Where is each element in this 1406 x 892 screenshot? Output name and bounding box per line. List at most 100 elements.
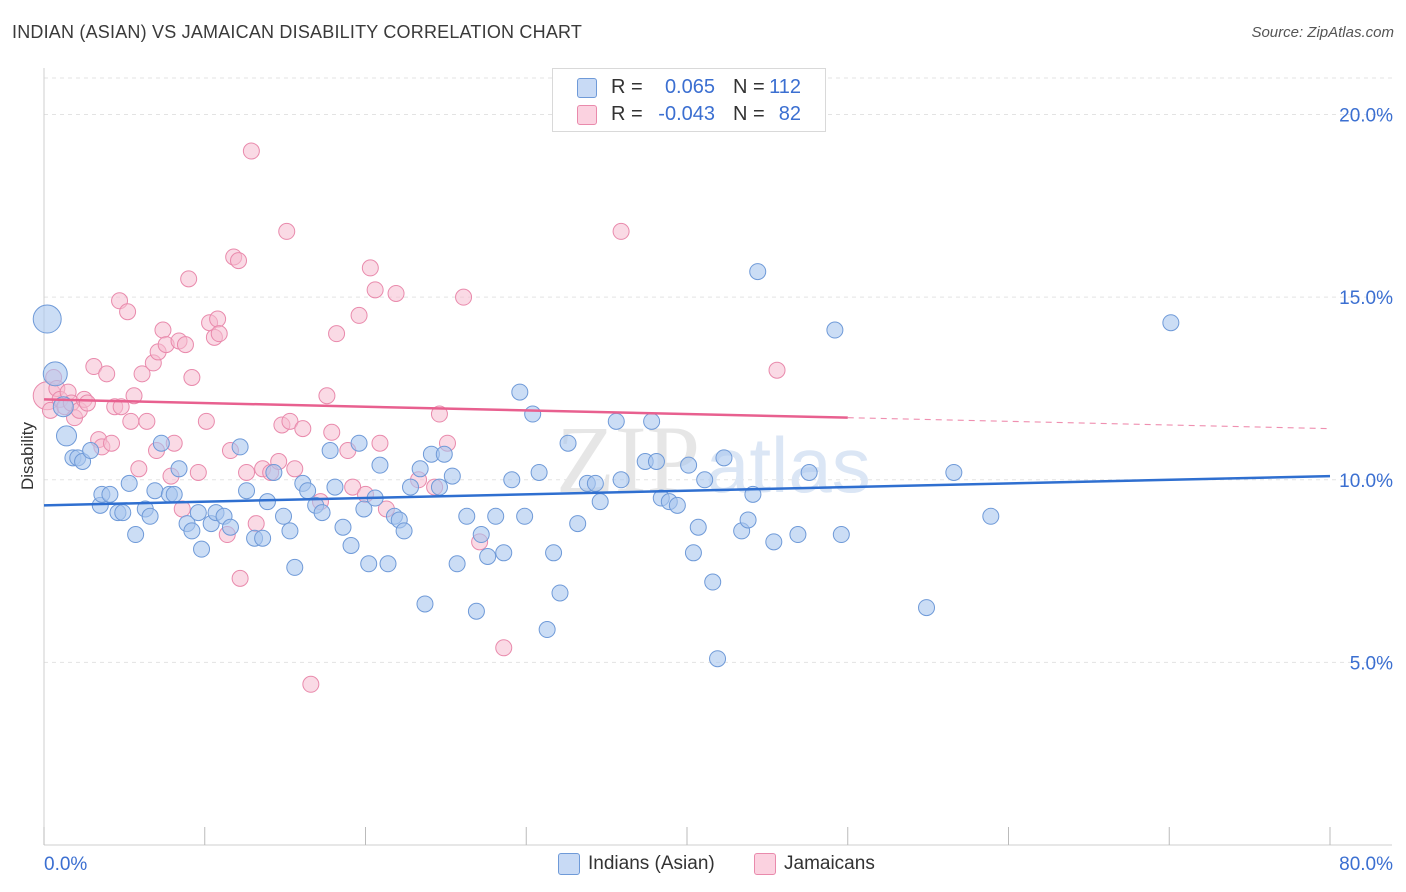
jamaicans-trend-line: [43, 398, 848, 419]
indians-asian-point: [538, 621, 556, 639]
indians-asian-point: [503, 471, 521, 489]
jamaicans-point: [350, 306, 368, 324]
legend-row-jamaicans: R = -0.043 N = 82: [553, 100, 825, 128]
jamaicans-point: [247, 515, 265, 533]
jamaicans-point: [133, 365, 151, 383]
indians-asian-point: [258, 493, 276, 511]
jamaicans-point: [612, 222, 630, 240]
indians-asian-point: [379, 555, 397, 573]
y-tick-label: 15.0%: [1339, 288, 1393, 309]
jamaicans-point: [430, 405, 448, 423]
indians-asian-point: [350, 434, 368, 452]
series-legend: Indians (Asian) Jamaicans: [0, 852, 1406, 878]
jamaicans-point: [328, 325, 346, 343]
indians-asian-point: [326, 478, 344, 496]
indians-asian-point: [715, 449, 733, 467]
jamaicans-point: [210, 325, 228, 343]
jamaicans-point: [387, 284, 405, 302]
indians-asian-point: [170, 460, 188, 478]
indians-asian-point: [739, 511, 757, 529]
indians-asian-point: [945, 463, 963, 481]
indians-asian-point: [32, 304, 62, 334]
indians-asian-point: [516, 507, 534, 525]
indians-asian-point: [800, 463, 818, 481]
tick-labels: 5.0% 10.0% 15.0% 20.0% 0.0% 80.0%: [44, 106, 1393, 875]
series-label-jamaicans: Jamaicans: [784, 853, 875, 874]
indians-asian-point: [826, 321, 844, 339]
jamaicans-point: [366, 281, 384, 299]
indians-asian-point: [299, 482, 317, 500]
series-swatch-pink: [754, 853, 776, 875]
jamaicans-point: [154, 321, 172, 339]
legend-r-label: R =: [611, 76, 643, 98]
y-tick-label: 20.0%: [1339, 106, 1393, 127]
indians-asian-point: [360, 555, 378, 573]
source-credit: Source: ZipAtlas.com: [1251, 24, 1394, 41]
indians-asian-point: [612, 471, 630, 489]
jamaicans-point: [455, 288, 473, 306]
indians-asian-point: [265, 463, 283, 481]
indians-asian-point: [511, 383, 529, 401]
legend-row-indians: R = 0.065 N = 112: [553, 73, 825, 101]
jamaicans-point: [189, 463, 207, 481]
indians-asian-point: [789, 526, 807, 544]
indians-asian-point: [286, 558, 304, 576]
jamaicans-point: [344, 478, 362, 496]
legend-n-label: N =: [733, 76, 765, 98]
indians-asian-point: [52, 396, 74, 418]
legend-swatch-blue: [577, 78, 597, 98]
indians-asian-point: [479, 547, 497, 565]
indians-asian-point: [607, 412, 625, 430]
indians-asian-point: [165, 485, 183, 503]
indians-asian-point: [101, 485, 119, 503]
jamaicans-point: [119, 303, 137, 321]
jamaicans-point: [286, 460, 304, 478]
jamaicans-point: [180, 270, 198, 288]
indians-asian-point: [146, 482, 164, 500]
indians-asian-point: [42, 361, 68, 387]
legend-r-label: R =: [611, 103, 643, 125]
watermark-atlas: atlas: [706, 421, 871, 509]
watermark: ZIP atlas: [556, 406, 871, 513]
indians-asian-point: [127, 526, 145, 544]
indians-asian-point: [238, 482, 256, 500]
indians-asian-point: [668, 496, 686, 514]
chart-title: INDIAN (ASIAN) VS JAMAICAN DISABILITY CO…: [12, 22, 583, 42]
jamaicans-point: [130, 460, 148, 478]
indians-asian-point: [495, 544, 513, 562]
indians-asian-points: [32, 263, 1180, 668]
legend-r-value: 0.065: [664, 76, 715, 98]
indians-asian-point: [472, 526, 490, 544]
y-tick-label: 5.0%: [1350, 653, 1393, 674]
indians-asian-point: [704, 573, 722, 591]
indians-asian-point: [334, 518, 352, 536]
jamaicans-point: [238, 463, 256, 481]
watermark-zip: ZIP: [556, 406, 700, 513]
jamaicans-point: [242, 142, 260, 160]
jamaicans-point: [371, 434, 389, 452]
indians-asian-point: [696, 471, 714, 489]
indians-asian-point: [254, 529, 272, 547]
indians-asian-point: [832, 526, 850, 544]
indians-asian-point: [487, 507, 505, 525]
indians-asian-point: [275, 507, 293, 525]
jamaicans-point: [183, 368, 201, 386]
indians-asian-point: [591, 493, 609, 511]
indians-asian-point: [231, 438, 249, 456]
y-axis-label: Disability: [18, 421, 37, 491]
jamaicans-point: [361, 259, 379, 277]
x-tick-label-end: 80.0%: [1339, 854, 1393, 875]
jamaicans-point: [278, 222, 296, 240]
indians-asian-point: [141, 507, 159, 525]
indians-asian-point: [524, 405, 542, 423]
axes: [43, 68, 1392, 846]
indians-asian-point: [120, 474, 138, 492]
legend-n-value: 112: [769, 76, 801, 98]
indians-asian-point: [643, 412, 661, 430]
indians-asian-point: [355, 500, 373, 518]
indians-asian-point: [443, 467, 461, 485]
indians-asian-point: [559, 434, 577, 452]
indians-asian-point: [1162, 314, 1180, 332]
legend-n-label: N =: [733, 103, 765, 125]
jamaicans-point: [294, 420, 312, 438]
